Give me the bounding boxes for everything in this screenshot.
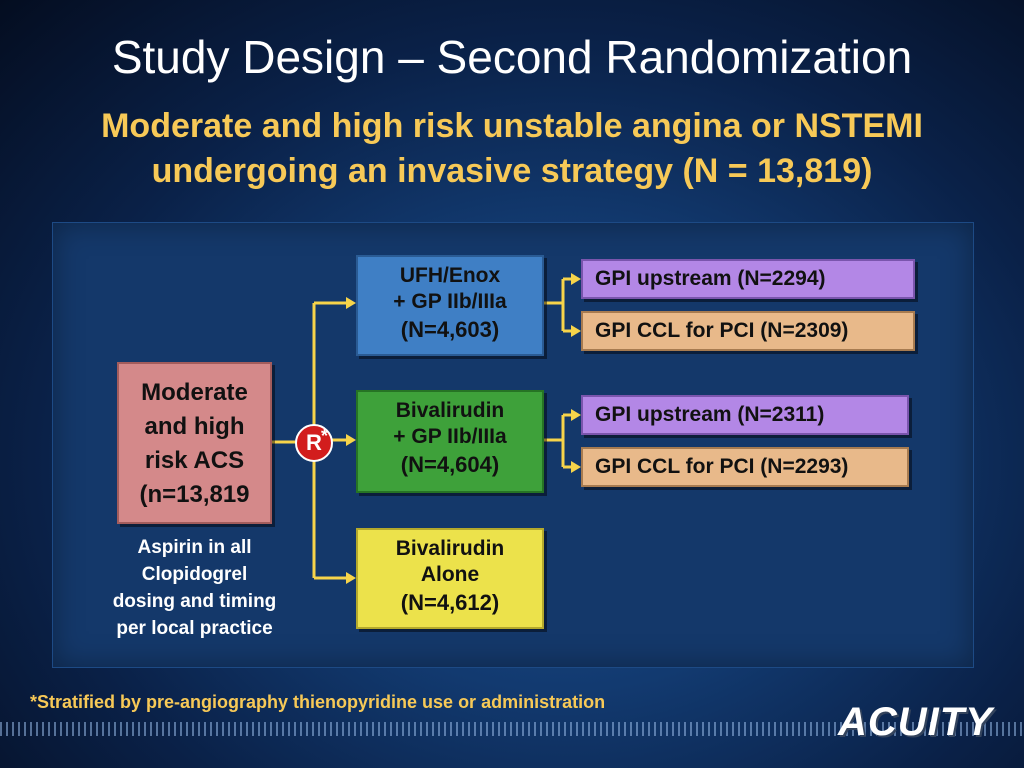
arm-drug-label: + GP IIb/IIIa — [393, 425, 507, 448]
randomization-badge: R — [295, 424, 333, 462]
arrowhead-sub4 — [571, 461, 581, 473]
therapy-line: dosing and timing — [112, 591, 277, 612]
arm-bivalirudin-gpi-box: Bivalirudin + GP IIb/IIIa (N=4,604) — [356, 390, 544, 493]
randomization-asterisk: * — [321, 426, 329, 446]
therapy-line: Clopidogrel — [141, 564, 248, 585]
subtitle-line-1: Moderate and high risk unstable angina o… — [101, 107, 923, 145]
background-therapy-note: Aspirin in all Clopidogrel dosing and ti… — [92, 534, 297, 642]
arrowhead-sub2 — [571, 325, 581, 337]
slide-title: Study Design – Second Randomization — [111, 31, 913, 83]
root-line: Moderate — [141, 379, 248, 406]
arrowhead-arm3 — [346, 572, 356, 584]
arm-drug-label: Alone — [420, 563, 480, 586]
arm-drug-label: + GP IIb/IIIa — [393, 290, 507, 313]
arrowhead-arm2 — [346, 434, 356, 446]
arm-drug-label: Bivalirudin — [395, 399, 505, 422]
subgroup-gpi-ccl-box: GPI CCL for PCI (N=2293) — [581, 447, 909, 487]
footnote: *Stratified by pre-angiography thienopyr… — [30, 692, 606, 712]
arrowhead-sub3 — [571, 409, 581, 421]
arm-count: (N=4,604) — [400, 452, 500, 477]
therapy-line: per local practice — [116, 618, 273, 639]
root-line: (n=13,819 — [139, 481, 250, 508]
subgroup-gpi-ccl-box: GPI CCL for PCI (N=2309) — [581, 311, 915, 351]
therapy-line: Aspirin in all — [137, 537, 252, 558]
acuity-logo: ACUITY — [838, 700, 993, 744]
root-line: and high — [144, 413, 245, 440]
arm-count: (N=4,612) — [400, 590, 500, 615]
root-population-box: Moderate and high risk ACS (n=13,819 — [117, 362, 272, 524]
arm-bivalirudin-alone-box: Bivalirudin Alone (N=4,612) — [356, 528, 544, 629]
subgroup-gpi-upstream-box: GPI upstream (N=2294) — [581, 259, 915, 299]
arm-ufh-enox-gpi-box: UFH/Enox + GP IIb/IIIa (N=4,603) — [356, 255, 544, 356]
slide-subtitle: Moderate and high risk unstable angina o… — [0, 104, 1024, 194]
arm-count: (N=4,603) — [400, 317, 500, 342]
arrowhead-arm1 — [346, 297, 356, 309]
arrowhead-sub1 — [571, 273, 581, 285]
arm-drug-label: UFH/Enox — [399, 264, 501, 287]
subgroup-gpi-upstream-box: GPI upstream (N=2311) — [581, 395, 909, 435]
root-line: risk ACS — [144, 447, 245, 474]
decorative-tick-strip — [0, 722, 1024, 736]
subtitle-line-2: undergoing an invasive strategy (N = 13,… — [151, 152, 873, 190]
arm-drug-label: Bivalirudin — [395, 537, 505, 560]
